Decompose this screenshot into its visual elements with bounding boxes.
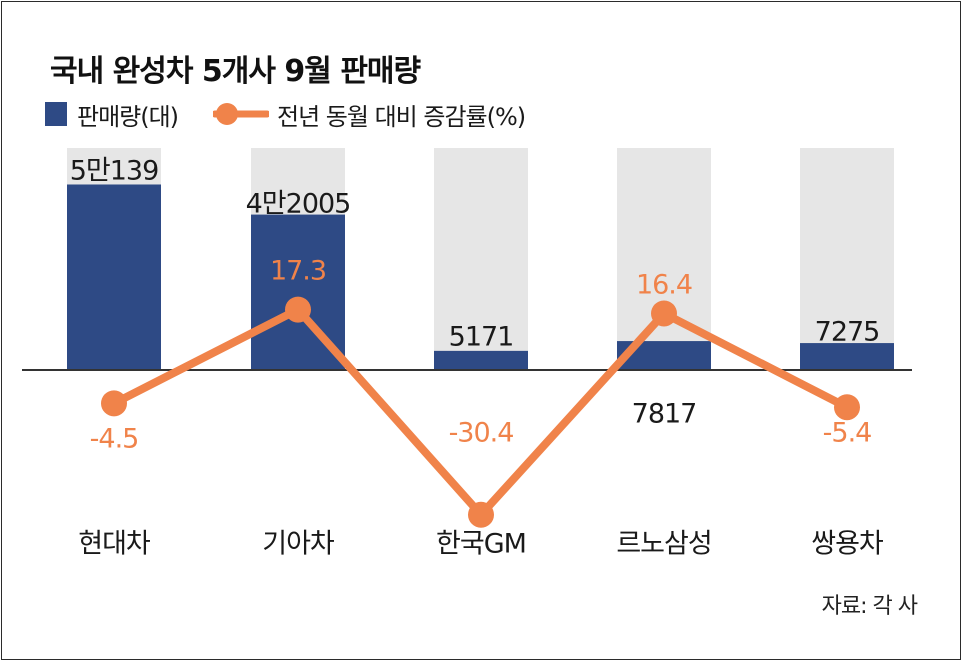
bar-background [434,148,528,370]
category-label: 르노삼성 [616,529,711,560]
bar-background [800,148,894,370]
bar-background [617,148,711,370]
line-point [834,394,860,421]
category-label: 현대차 [78,529,151,560]
category-label: 한국GM [436,529,526,560]
source-note: 자료: 각 사 [821,594,918,619]
legend-bar-label: 판매량(대) [77,103,179,131]
legend-line-label: 전년 동월 대비 증감률(%) [277,103,526,131]
legend-line-swatch [213,103,269,125]
bar [800,343,894,370]
line-point [285,296,311,323]
line-value-label: -4.5 [90,424,139,455]
bar-value-label: 4만2005 [246,189,351,220]
line-value-label: -30.4 [449,418,514,449]
line-value-label: -5.4 [823,418,872,449]
line-point [651,300,677,327]
bar-value-label: 7275 [815,317,880,348]
bar-value-label: 7817 [632,399,697,430]
bar [67,184,161,370]
line-point [468,501,494,528]
bar-value-label: 5만139 [70,156,159,187]
chart-title: 국내 완성차 5개사 9월 판매량 [50,54,421,89]
legend-bar-swatch [45,102,67,126]
bar [434,350,528,370]
line-value-label: 17.3 [270,256,326,287]
line-point [101,390,127,417]
line-value-label: 16.4 [636,270,692,301]
category-label: 기아차 [262,529,335,560]
category-label: 쌍용차 [811,529,884,560]
bar-value-label: 5171 [449,322,514,353]
